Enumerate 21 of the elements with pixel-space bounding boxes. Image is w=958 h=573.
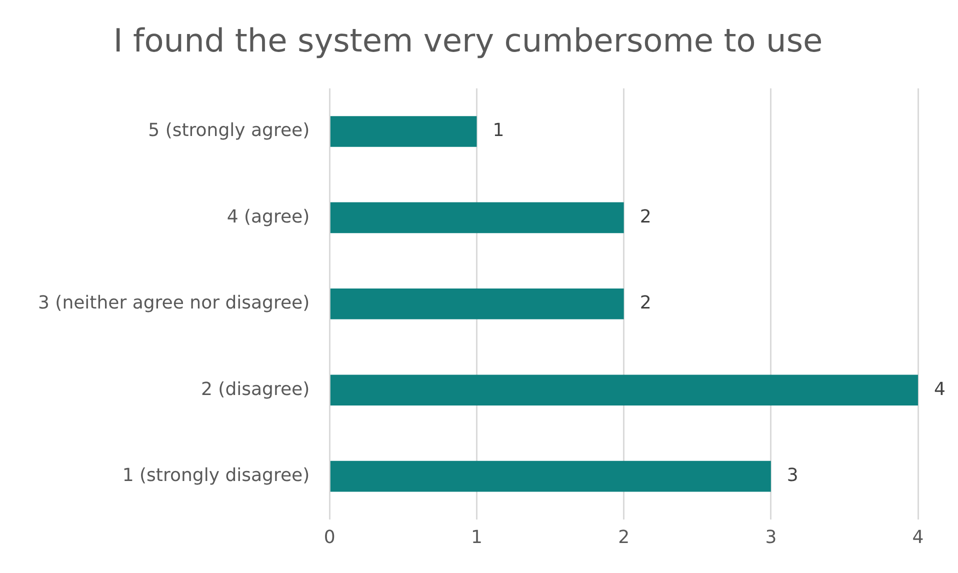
chart-title: I found the system very cumbersome to use bbox=[113, 22, 823, 60]
bar bbox=[330, 288, 624, 320]
y-tick-label: 5 (strongly agree) bbox=[148, 120, 310, 142]
y-tick-label: 2 (disagree) bbox=[201, 378, 310, 400]
bar bbox=[330, 116, 477, 147]
x-tick-label: 1 bbox=[471, 526, 482, 548]
bar bbox=[330, 202, 624, 234]
x-tick-label: 0 bbox=[324, 526, 336, 548]
x-tick-label: 4 bbox=[912, 526, 924, 548]
data-label: 2 bbox=[640, 206, 652, 228]
bar bbox=[330, 374, 918, 406]
data-label: 3 bbox=[786, 464, 798, 486]
y-tick-label: 3 (neither agree nor disagree) bbox=[38, 292, 310, 314]
y-tick-label: 1 (strongly disagree) bbox=[122, 464, 310, 486]
data-label: 4 bbox=[934, 378, 946, 400]
y-tick-label: 4 (agree) bbox=[226, 206, 310, 228]
x-tick-label: 3 bbox=[765, 526, 777, 548]
data-label: 2 bbox=[640, 292, 652, 314]
data-label: 1 bbox=[492, 120, 504, 142]
x-tick-label: 2 bbox=[618, 526, 630, 548]
bar bbox=[330, 460, 771, 492]
